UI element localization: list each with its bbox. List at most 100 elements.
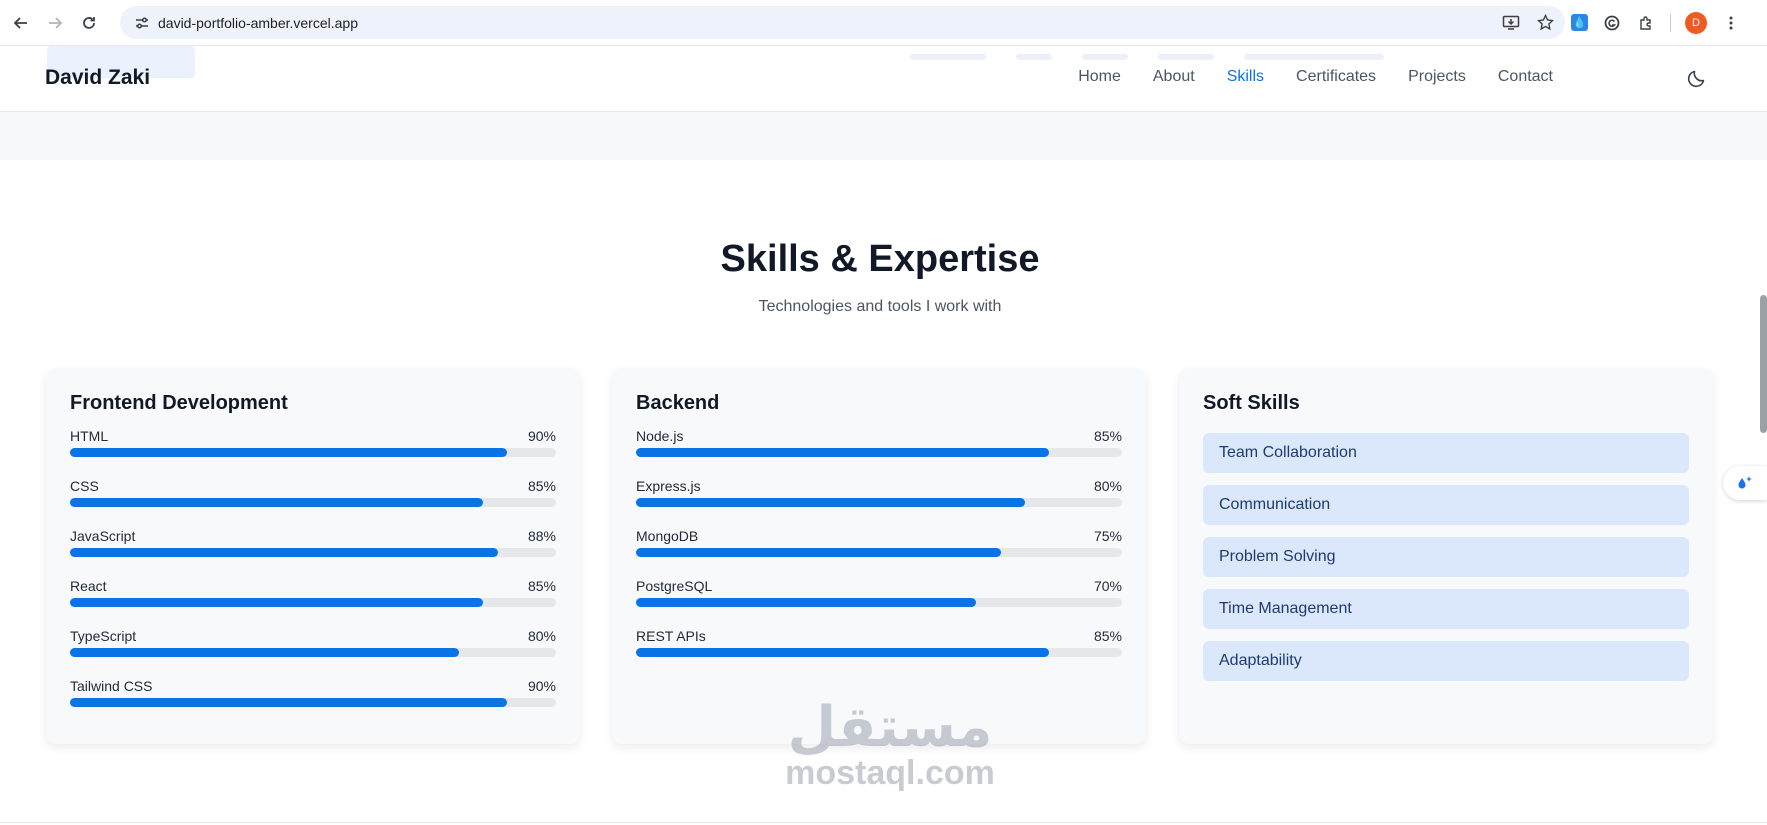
nav-projects[interactable]: Projects xyxy=(1408,68,1466,85)
page-scrollbar[interactable] xyxy=(1760,295,1767,433)
overlapped-ghost-links xyxy=(910,54,1384,60)
skill-name: REST APIs xyxy=(636,628,706,644)
skill-percent: 75% xyxy=(1093,528,1122,544)
install-app-icon[interactable] xyxy=(1501,13,1521,33)
grammarly-icon[interactable] xyxy=(1602,13,1622,33)
star-icon[interactable] xyxy=(1535,13,1555,33)
backend-skills-list: Node.js 85% Express.js 80% MongoDB 75% Postgre… xyxy=(636,428,1122,678)
skill-progress-track xyxy=(636,648,1122,657)
main-nav: Home About Skills Certificates Projects … xyxy=(1078,68,1553,86)
skill-progress-track xyxy=(70,648,556,657)
soft-skill-pill: Adaptability xyxy=(1203,641,1689,681)
skill-item: HTML 90% xyxy=(70,428,556,478)
soft-skill-pill: Team Collaboration xyxy=(1203,433,1689,473)
card-title: Soft Skills xyxy=(1203,392,1300,414)
floating-sparkle-button[interactable] xyxy=(1723,466,1767,500)
skill-item: REST APIs 85% xyxy=(636,628,1122,678)
extensions-puzzle-icon[interactable] xyxy=(1636,13,1656,33)
watermark-logo: مستقل mostaql.com xyxy=(740,695,1040,792)
url-text[interactable]: david-portfolio-amber.vercel.app xyxy=(158,14,358,31)
skill-percent: 85% xyxy=(527,478,556,494)
skill-row: HTML 90% xyxy=(70,428,556,444)
skill-percent: 85% xyxy=(1093,428,1122,444)
soft-skill-pill: Problem Solving xyxy=(1203,537,1689,577)
skill-percent: 90% xyxy=(527,428,556,444)
skill-row: Node.js 85% xyxy=(636,428,1122,444)
skill-row: Tailwind CSS 90% xyxy=(70,678,556,694)
skill-item: TypeScript 80% xyxy=(70,628,556,678)
skill-progress-track xyxy=(636,448,1122,457)
profile-avatar[interactable]: D xyxy=(1685,11,1707,34)
skill-progress-fill xyxy=(636,648,1050,657)
backend-card: Backend Node.js 85% Express.js 80% MongoDB 75… xyxy=(612,368,1146,744)
skill-row: Express.js 80% xyxy=(636,478,1122,494)
soft-skill-pill: Communication xyxy=(1203,485,1689,525)
skill-name: TypeScript xyxy=(70,628,137,644)
skill-row: JavaScript 88% xyxy=(70,528,556,544)
previous-section-band xyxy=(0,112,1767,160)
skill-row: MongoDB 75% xyxy=(636,528,1122,544)
forward-button[interactable] xyxy=(38,6,72,40)
reload-button[interactable] xyxy=(72,6,106,40)
site-settings-icon[interactable] xyxy=(126,6,158,39)
page-bottom-divider xyxy=(0,822,1767,823)
skill-name: Express.js xyxy=(636,478,701,494)
nav-contact[interactable]: Contact xyxy=(1497,68,1553,85)
site-navbar: David Zaki Home About Skills Certificate… xyxy=(0,46,1767,112)
skill-percent: 85% xyxy=(1093,628,1122,644)
skill-name: JavaScript xyxy=(70,528,136,544)
skill-percent: 80% xyxy=(1093,478,1122,494)
skill-item: CSS 85% xyxy=(70,478,556,528)
skill-progress-fill xyxy=(636,598,977,607)
skill-percent: 80% xyxy=(527,628,556,644)
arrow-right-icon xyxy=(49,16,63,29)
skill-name: React xyxy=(70,578,107,594)
skill-item: MongoDB 75% xyxy=(636,528,1122,578)
skill-progress-fill xyxy=(70,598,484,607)
address-bar[interactable]: david-portfolio-amber.vercel.app xyxy=(120,6,1565,39)
drop-extension-icon[interactable]: 💧 xyxy=(1571,14,1588,31)
skill-progress-track xyxy=(636,548,1122,557)
skill-progress-fill xyxy=(636,448,1050,457)
soft-skills-list: Team Collaboration Communication Problem S… xyxy=(1203,433,1689,681)
skill-name: Node.js xyxy=(636,428,684,444)
watermark-latin: mostaql.com xyxy=(785,754,995,792)
nav-certificates[interactable]: Certificates xyxy=(1296,68,1377,85)
skill-progress-track xyxy=(70,498,556,507)
frontend-card: Frontend Development HTML 90% CSS 85% JavaSc… xyxy=(46,368,580,744)
skill-percent: 85% xyxy=(527,578,556,594)
skill-item: PostgreSQL 70% xyxy=(636,578,1122,628)
skill-percent: 90% xyxy=(527,678,556,694)
skill-progress-track xyxy=(636,598,1122,607)
skill-name: MongoDB xyxy=(636,528,699,544)
theme-toggle-button[interactable] xyxy=(1686,67,1708,89)
card-title: Frontend Development xyxy=(70,392,288,414)
skill-progress-fill xyxy=(70,498,484,507)
nav-home[interactable]: Home xyxy=(1078,68,1121,85)
more-menu-icon[interactable] xyxy=(1721,13,1741,33)
skill-progress-fill xyxy=(70,698,508,707)
skill-progress-fill xyxy=(70,448,508,457)
skill-item: Tailwind CSS 90% xyxy=(70,678,556,728)
back-button[interactable] xyxy=(4,6,38,40)
sparkle-drop-icon xyxy=(1738,476,1752,489)
skill-progress-fill xyxy=(70,648,459,657)
soft-skill-pill: Time Management xyxy=(1203,589,1689,629)
toolbar-divider xyxy=(1670,13,1671,32)
skill-item: React 85% xyxy=(70,578,556,628)
skill-name: CSS xyxy=(70,478,99,494)
browser-toolbar: david-portfolio-amber.vercel.app 💧 D xyxy=(0,0,1767,46)
skill-percent: 70% xyxy=(1093,578,1122,594)
skill-row: REST APIs 85% xyxy=(636,628,1122,644)
nav-about[interactable]: About xyxy=(1152,68,1195,85)
reload-icon xyxy=(83,16,95,29)
skill-row: React 85% xyxy=(70,578,556,594)
skill-row: TypeScript 80% xyxy=(70,628,556,644)
watermark-arabic: مستقل xyxy=(787,695,993,760)
skill-item: JavaScript 88% xyxy=(70,528,556,578)
moon-icon xyxy=(1687,70,1705,88)
skill-progress-track xyxy=(70,698,556,707)
nav-skills[interactable]: Skills xyxy=(1226,68,1265,85)
site-logo[interactable]: David Zaki xyxy=(45,66,151,89)
skill-progress-fill xyxy=(636,548,1001,557)
